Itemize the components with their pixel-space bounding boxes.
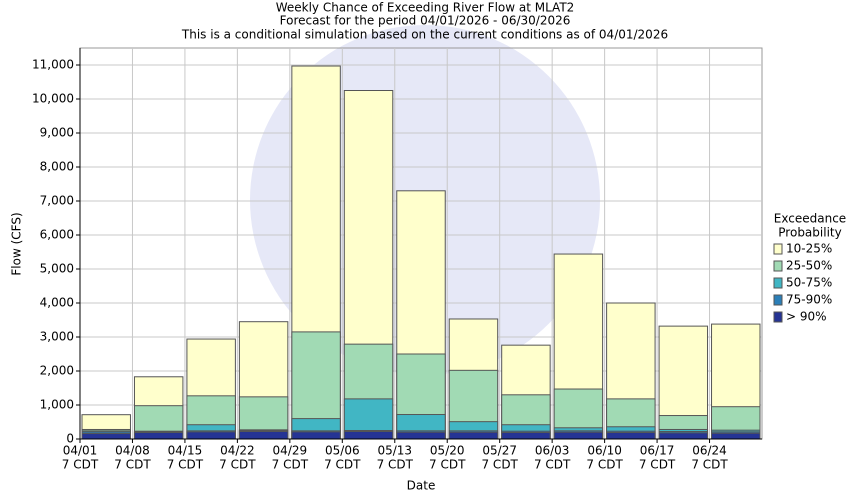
x-axis-label: Date xyxy=(407,479,436,493)
bar xyxy=(186,431,236,440)
x-tick-sublabel: 7 CDT xyxy=(377,458,414,472)
bar xyxy=(606,432,656,440)
x-tick-sublabel: 7 CDT xyxy=(219,458,256,472)
y-tick-label: 4,000 xyxy=(40,296,74,310)
y-tick-label: 7,000 xyxy=(40,194,74,208)
legend-label: > 90% xyxy=(786,310,827,324)
x-tick-label: 04/15 xyxy=(168,444,203,458)
x-tick-sublabel: 7 CDT xyxy=(481,458,518,472)
bar xyxy=(396,431,446,440)
legend-swatch xyxy=(773,277,783,289)
x-tick-sublabel: 7 CDT xyxy=(586,458,623,472)
x-tick-label: 05/27 xyxy=(482,444,517,458)
x-tick-sublabel: 7 CDT xyxy=(691,458,728,472)
bar xyxy=(133,432,184,440)
y-tick-label: 9,000 xyxy=(40,126,74,140)
x-tick-sublabel: 7 CDT xyxy=(534,458,571,472)
y-tick-label: 1,000 xyxy=(40,398,74,412)
x-tick-sublabel: 7 CDT xyxy=(324,458,361,472)
legend-label: 75-90% xyxy=(786,293,832,307)
y-tick-label: 2,000 xyxy=(40,364,74,378)
chart-subtitle: Forecast for the period 04/01/2026 - 06/… xyxy=(280,14,571,28)
x-tick-label: 06/17 xyxy=(640,444,675,458)
bar xyxy=(711,432,761,440)
y-tick-label: 6,000 xyxy=(40,228,74,242)
bar xyxy=(501,432,551,440)
y-tick-label: 11,000 xyxy=(32,58,74,72)
x-tick-sublabel: 7 CDT xyxy=(167,458,204,472)
y-axis-label: Flow (CFS) xyxy=(10,212,24,275)
bar xyxy=(291,431,341,440)
chart-subtitle: This is a conditional simulation based o… xyxy=(181,28,668,42)
x-tick-label: 04/01 xyxy=(63,444,98,458)
y-tick-label: 8,000 xyxy=(40,160,74,174)
x-tick-sublabel: 7 CDT xyxy=(272,458,309,472)
x-tick-label: 05/06 xyxy=(325,444,360,458)
x-tick-label: 05/13 xyxy=(377,444,412,458)
legend-title: Exceedance xyxy=(774,212,846,226)
x-tick-label: 06/03 xyxy=(535,444,570,458)
x-tick-label: 04/08 xyxy=(115,444,150,458)
legend-label: 10-25% xyxy=(786,242,832,256)
x-tick-label: 05/20 xyxy=(430,444,465,458)
y-tick-label: 10,000 xyxy=(32,92,74,106)
legend-title: Probability xyxy=(778,226,841,240)
bar xyxy=(238,431,289,440)
legend-swatch xyxy=(773,294,783,306)
y-tick-label: 0 xyxy=(66,432,74,446)
x-tick-label: 06/24 xyxy=(692,444,727,458)
x-tick-sublabel: 7 CDT xyxy=(114,458,151,472)
y-tick-label: 3,000 xyxy=(40,330,74,344)
legend-label: 50-75% xyxy=(786,276,832,290)
bar xyxy=(81,433,131,440)
chart-title: Weekly Chance of Exceeding River Flow at… xyxy=(276,1,575,15)
legend-swatch xyxy=(773,311,783,323)
x-tick-sublabel: 7 CDT xyxy=(429,458,466,472)
x-tick-sublabel: 7 CDT xyxy=(62,458,99,472)
y-tick-label: 5,000 xyxy=(40,262,74,276)
bar xyxy=(658,432,709,440)
legend-swatch xyxy=(773,260,783,272)
bar xyxy=(343,431,394,440)
legend-label: 25-50% xyxy=(786,259,832,273)
legend-swatch xyxy=(773,243,783,255)
x-tick-label: 04/22 xyxy=(220,444,255,458)
x-tick-label: 04/29 xyxy=(273,444,308,458)
x-tick-label: 06/10 xyxy=(587,444,622,458)
x-tick-sublabel: 7 CDT xyxy=(639,458,676,472)
bar xyxy=(448,431,499,440)
bar xyxy=(553,431,604,440)
